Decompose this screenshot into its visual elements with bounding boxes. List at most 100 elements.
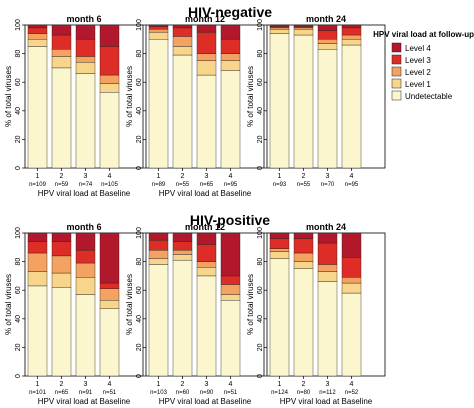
- y-tick-label: 80: [15, 50, 22, 58]
- legend-label: Undetectable: [405, 92, 453, 101]
- bar-segment-level-1: [341, 282, 362, 294]
- bar-segment-undetectable: [27, 46, 48, 169]
- bar-segment-level-2: [172, 36, 193, 47]
- bar-segment-level-1: [196, 60, 217, 76]
- bar-segment-level-2: [341, 277, 362, 284]
- bar-segment-undetectable: [148, 264, 169, 377]
- bar-segment-level-1: [317, 271, 338, 282]
- y-tick-label: 60: [136, 286, 143, 294]
- y-tick-label: 100: [15, 19, 22, 31]
- bar-segment-level-4: [99, 24, 120, 47]
- bar-segment-level-1: [51, 56, 72, 69]
- bar-segment-level-3: [269, 238, 290, 249]
- y-tick-label: 100: [257, 227, 264, 239]
- y-tick-label: 60: [257, 286, 264, 294]
- y-tick-label: 60: [15, 78, 22, 86]
- bar-segment-level-1: [148, 31, 169, 40]
- bar-segment-level-2: [317, 39, 338, 44]
- bar-segment-level-4: [51, 24, 72, 36]
- bar-segment-level-2: [99, 74, 120, 84]
- x-tick-label: 1: [36, 173, 40, 180]
- y-tick-label: 0: [15, 166, 22, 170]
- y-tick-label: 20: [136, 135, 143, 143]
- bar-segment-level-3: [172, 27, 193, 37]
- y-axis-label: % of total viruses: [125, 66, 134, 127]
- y-tick-label: 100: [257, 19, 264, 31]
- y-tick-label: 80: [136, 50, 143, 58]
- n-label: n=59: [55, 182, 69, 188]
- bar-segment-level-3: [51, 34, 72, 50]
- bar-segment-level-3: [99, 46, 120, 76]
- bar-segment-level-4: [75, 232, 96, 251]
- n-label: n=105: [101, 182, 119, 188]
- bar-segment-level-1: [99, 83, 120, 93]
- legend: HPV viral load at follow-up Level 4 Level…: [373, 30, 474, 101]
- n-label: n=124: [271, 390, 289, 396]
- bar-segment-level-4: [341, 232, 362, 258]
- bar-segment-undetectable: [293, 268, 314, 377]
- bar-segment-level-2: [293, 27, 314, 30]
- y-tick-label: 0: [15, 374, 22, 378]
- y-tick-label: 40: [257, 315, 264, 323]
- bar-segment-level-3: [269, 26, 290, 29]
- bar-segment-level-4: [269, 24, 290, 27]
- bar-segment-level-1: [269, 29, 290, 34]
- y-tick-label: 80: [257, 258, 264, 266]
- bar-segment-level-4: [269, 232, 290, 239]
- y-tick-label: 100: [136, 227, 143, 239]
- legend-swatch-level-3: [391, 54, 402, 65]
- y-axis-label: % of total viruses: [246, 66, 255, 127]
- bar-segment-level-1: [293, 261, 314, 269]
- section-title-hiv-positive: HIV-positive: [190, 212, 270, 228]
- x-axis-label: HPV viral load at Baseline: [280, 397, 373, 406]
- bar-segment-undetectable: [196, 74, 217, 169]
- x-tick-label: 1: [36, 381, 40, 388]
- bar-segment-level-3: [196, 244, 217, 262]
- n-label: n=65: [55, 390, 69, 396]
- y-tick-label: 40: [257, 107, 264, 115]
- x-tick-label: 4: [350, 381, 354, 388]
- bar-segment-undetectable: [148, 39, 169, 169]
- bar-segment-undetectable: [75, 73, 96, 169]
- bar-segment-level-1: [269, 251, 290, 259]
- bar-segment-undetectable: [51, 67, 72, 169]
- bar-segment-level-3: [317, 30, 338, 40]
- x-tick-label: 4: [108, 381, 112, 388]
- bar-segment-undetectable: [317, 281, 338, 377]
- x-tick-label: 3: [205, 381, 209, 388]
- bar-segment-level-3: [75, 39, 96, 57]
- bar-segment-level-4: [317, 24, 338, 31]
- n-label: n=101: [29, 390, 47, 396]
- legend-swatch-level-2: [391, 66, 402, 77]
- bar-segment-level-1: [341, 39, 362, 46]
- x-tick-label: 1: [278, 173, 282, 180]
- x-axis-label: HPV viral load at Baseline: [38, 189, 131, 198]
- legend-swatch-undetectable: [391, 90, 402, 101]
- x-tick-label: 1: [278, 381, 282, 388]
- bar-segment-level-4: [317, 232, 338, 244]
- bar-segment-level-3: [341, 257, 362, 278]
- n-label: n=95: [345, 182, 359, 188]
- bar-segment-level-2: [51, 49, 72, 57]
- bar-segment-level-1: [196, 267, 217, 277]
- bar-segment-level-2: [341, 34, 362, 40]
- bar-segment-level-4: [172, 24, 193, 29]
- x-tick-label: 3: [84, 173, 88, 180]
- y-tick-label: 80: [257, 50, 264, 58]
- x-tick-label: 4: [108, 173, 112, 180]
- bar-segment-level-2: [317, 264, 338, 272]
- legend-label: Level 3: [405, 56, 431, 65]
- bar-segment-level-4: [27, 232, 48, 242]
- bar-segment-level-4: [148, 232, 169, 241]
- x-tick-label: 3: [326, 173, 330, 180]
- bar-segment-level-3: [317, 242, 338, 265]
- bar-segment-undetectable: [341, 292, 362, 377]
- bar-segment-level-2: [27, 33, 48, 40]
- bar-segment-level-3: [51, 241, 72, 257]
- bar-segment-level-4: [148, 24, 169, 27]
- n-label: n=74: [79, 182, 93, 188]
- bar-segment-undetectable: [341, 44, 362, 169]
- y-tick-label: 0: [136, 166, 143, 170]
- bar-segment-undetectable: [196, 275, 217, 377]
